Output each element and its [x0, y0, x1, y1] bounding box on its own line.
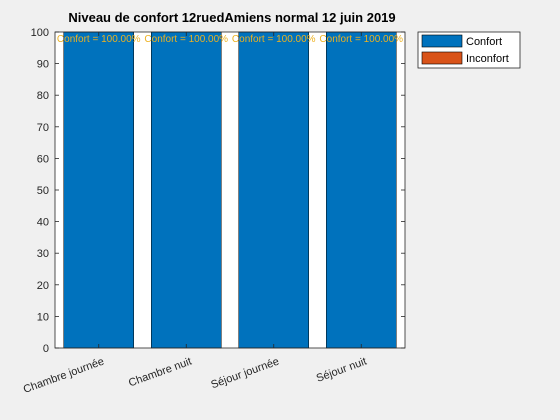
legend-swatch-inconfort: [421, 51, 463, 65]
x-tick-label: Séjour journée: [209, 356, 280, 392]
legend-label-confort: Confort: [466, 36, 502, 48]
y-tick-label: 100: [31, 27, 49, 39]
bar-confort-1: [63, 31, 134, 349]
bars-group: [63, 31, 397, 349]
y-axis: 0 10 20 30 40 50 60 70 80 90 100: [31, 27, 405, 355]
y-tick-label: 20: [37, 280, 49, 292]
y-tick-label: 60: [37, 153, 49, 165]
legend-label-inconfort: Inconfort: [466, 53, 509, 65]
y-tick-label: 90: [37, 59, 49, 71]
y-tick-label: 50: [37, 185, 49, 197]
data-labels-group: Confort = 100.00% Confort = 100.00% Confor…: [57, 34, 403, 45]
data-label-4: Confort = 100.00%: [319, 34, 403, 45]
chart-title: Niveau de confort 12ruedAmiens normal 12…: [68, 10, 395, 25]
x-tick-label: Chambre nuit: [127, 356, 193, 390]
x-tick-label: Séjour nuit: [315, 356, 369, 385]
bar-confort-4: [326, 31, 397, 349]
legend: Confort Inconfort: [417, 31, 521, 69]
y-tick-label: 0: [43, 343, 49, 355]
bar-confort-3: [238, 31, 309, 349]
y-tick-label: 10: [37, 311, 49, 323]
y-tick-label: 70: [37, 122, 49, 134]
data-label-3: Confort = 100.00%: [232, 34, 316, 45]
bar-confort-2: [151, 31, 222, 349]
y-tick-label: 40: [37, 217, 49, 229]
x-tick-label: Chambre journée: [22, 356, 106, 396]
data-label-2: Confort = 100.00%: [144, 34, 228, 45]
legend-swatch-confort: [421, 34, 463, 48]
y-tick-label: 80: [37, 90, 49, 102]
data-label-1: Confort = 100.00%: [57, 34, 141, 45]
y-tick-label: 30: [37, 248, 49, 260]
